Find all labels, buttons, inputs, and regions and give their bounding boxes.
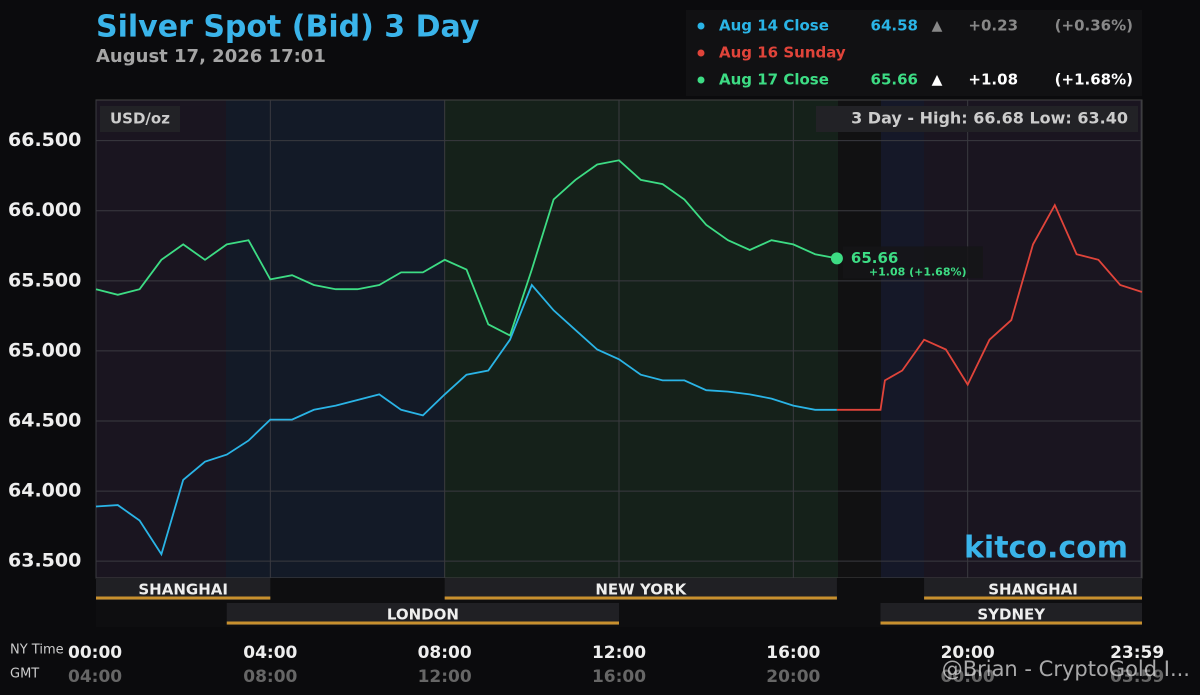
x-tick-label: 23:59 xyxy=(1110,643,1164,663)
x-tick-label: 16:00 xyxy=(766,643,820,663)
gmt-tick-label: 12:00 xyxy=(418,667,472,687)
gmt-tick-label: 03:59 xyxy=(1110,667,1164,687)
legend-change-pct: (+0.36%) xyxy=(1055,17,1133,35)
x-tick-label: 04:00 xyxy=(243,643,297,663)
session-label: NEW YORK xyxy=(595,581,687,599)
watermark: kitco.com xyxy=(964,531,1128,566)
legend-change-pct: (+1.68%) xyxy=(1055,71,1133,89)
session-label: SHANGHAI xyxy=(988,581,1078,599)
x-tick-label: 08:00 xyxy=(418,643,472,663)
y-tick-label: 63.500 xyxy=(8,550,81,572)
end-point xyxy=(830,252,843,265)
band xyxy=(96,100,226,578)
legend-change: +1.08 xyxy=(968,71,1018,89)
y-tick-label: 64.500 xyxy=(8,410,81,432)
y-tick-label: 65.000 xyxy=(8,339,81,361)
y-tick-label: 66.000 xyxy=(8,199,81,221)
legend-swatch xyxy=(697,22,705,30)
unit-box xyxy=(100,106,180,132)
session-label: SYDNEY xyxy=(977,606,1046,624)
gmt-tick-label: 20:00 xyxy=(766,667,820,687)
session-label: SHANGHAI xyxy=(138,581,228,599)
chart-title: Silver Spot (Bid) 3 Day xyxy=(96,10,480,45)
legend-close: 64.58 xyxy=(871,17,918,35)
legend-close: 65.66 xyxy=(871,71,918,89)
chart-subtitle: August 17, 2026 17:01 xyxy=(96,46,326,67)
legend-arrow: ▲ xyxy=(932,72,943,88)
gmt-tick-label: 00:00 xyxy=(941,667,995,687)
legend-swatch xyxy=(697,49,705,57)
range-label: 3 Day - High: 66.68 Low: 63.40 xyxy=(851,109,1128,128)
legend-box xyxy=(686,10,1142,96)
session-bar xyxy=(880,603,1142,625)
legend-name: Aug 17 Close xyxy=(719,71,829,89)
series-line xyxy=(836,203,1143,411)
end-label-change: +1.08 (+1.68%) xyxy=(869,265,967,278)
y-tick-label: 64.000 xyxy=(8,480,81,502)
x-tick-label: 20:00 xyxy=(941,643,995,663)
series-line xyxy=(95,283,837,557)
gmt-label: GMT xyxy=(10,667,39,682)
session-bar xyxy=(96,578,271,600)
band xyxy=(444,100,838,578)
gmt-tick-label: 16:00 xyxy=(592,667,646,687)
gmt-tick-label: 04:00 xyxy=(68,667,122,687)
band xyxy=(924,100,1142,578)
legend-arrow: ▲ xyxy=(932,18,943,34)
unit-label: USD/oz xyxy=(110,110,170,128)
ny-time-label: NY Time xyxy=(10,643,64,658)
end-label-value: 65.66 xyxy=(851,249,898,267)
session-bar xyxy=(444,578,837,600)
session-bar xyxy=(226,603,619,625)
legend-swatch xyxy=(697,76,705,84)
series-line xyxy=(95,159,838,337)
y-tick-label: 65.500 xyxy=(8,269,81,291)
band xyxy=(226,100,444,578)
gmt-tick-label: 08:00 xyxy=(243,667,297,687)
credit: @Brian - CryptoGold I... xyxy=(942,657,1190,681)
band xyxy=(881,100,924,578)
range-box xyxy=(816,106,1138,132)
legend-change: +0.23 xyxy=(968,17,1018,35)
session-bar xyxy=(924,578,1142,600)
band xyxy=(838,100,881,578)
x-tick-label: 12:00 xyxy=(592,643,646,663)
legend-name: Aug 14 Close xyxy=(719,17,829,35)
y-tick-label: 66.500 xyxy=(8,129,81,151)
end-label-box xyxy=(842,246,983,279)
x-tick-label: 00:00 xyxy=(68,643,122,663)
session-label: LONDON xyxy=(387,606,459,624)
legend-name: Aug 16 Sunday xyxy=(719,44,846,62)
